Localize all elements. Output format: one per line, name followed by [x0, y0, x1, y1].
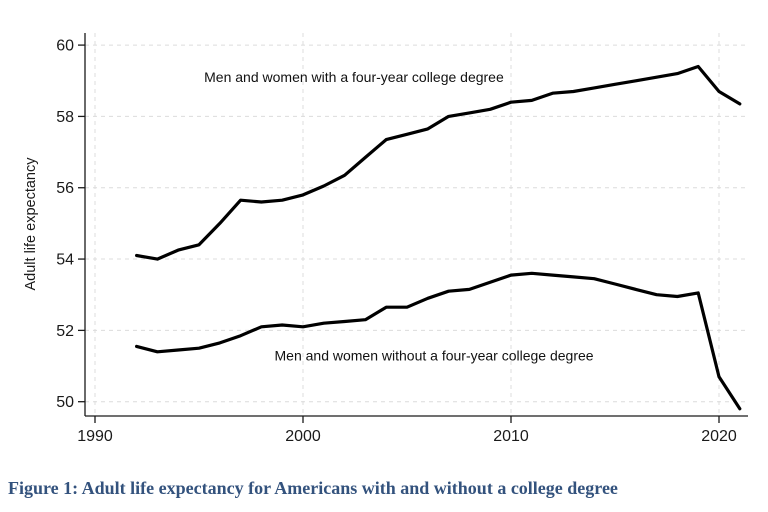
y-tick-label: 50 — [56, 394, 74, 411]
y-tick-label: 54 — [56, 252, 74, 269]
x-tick-label: 2020 — [701, 428, 737, 445]
y-tick-label: 52 — [56, 323, 74, 340]
series-line-men-and-women-with-a-four-year-college-degree — [135, 64, 742, 261]
series-label-men-and-women-without-a-four-y: Men and women without a four-year colleg… — [275, 347, 594, 363]
y-tick-label: 60 — [56, 38, 74, 55]
x-tick-label: 1990 — [77, 428, 113, 445]
line-chart: 50 52 54 56 58 60 1990 2000 2010 2020 Men and wom… — [23, 33, 748, 445]
x-tick-label: 2010 — [493, 428, 529, 445]
series-lines — [135, 64, 742, 411]
series-line-men-and-women-without-a-four-year-college-degree — [135, 271, 742, 411]
y-axis-title: Adult life expectancy — [23, 157, 39, 291]
y-tick-label: 56 — [56, 180, 74, 197]
gridlines — [85, 33, 748, 416]
tick-labels: 50 52 54 56 58 60 1990 2000 2010 2020 — [56, 38, 737, 445]
axes — [78, 33, 748, 423]
figure-caption: Figure 1: Adult life expectancy for Amer… — [8, 478, 618, 498]
series-label-men-and-women-with-a-four-year: Men and women with a four-year college d… — [204, 69, 504, 85]
x-tick-label: 2000 — [285, 428, 321, 445]
series-annotations: Men and women with a four-year college d… — [204, 69, 594, 363]
y-tick-label: 58 — [56, 109, 74, 126]
